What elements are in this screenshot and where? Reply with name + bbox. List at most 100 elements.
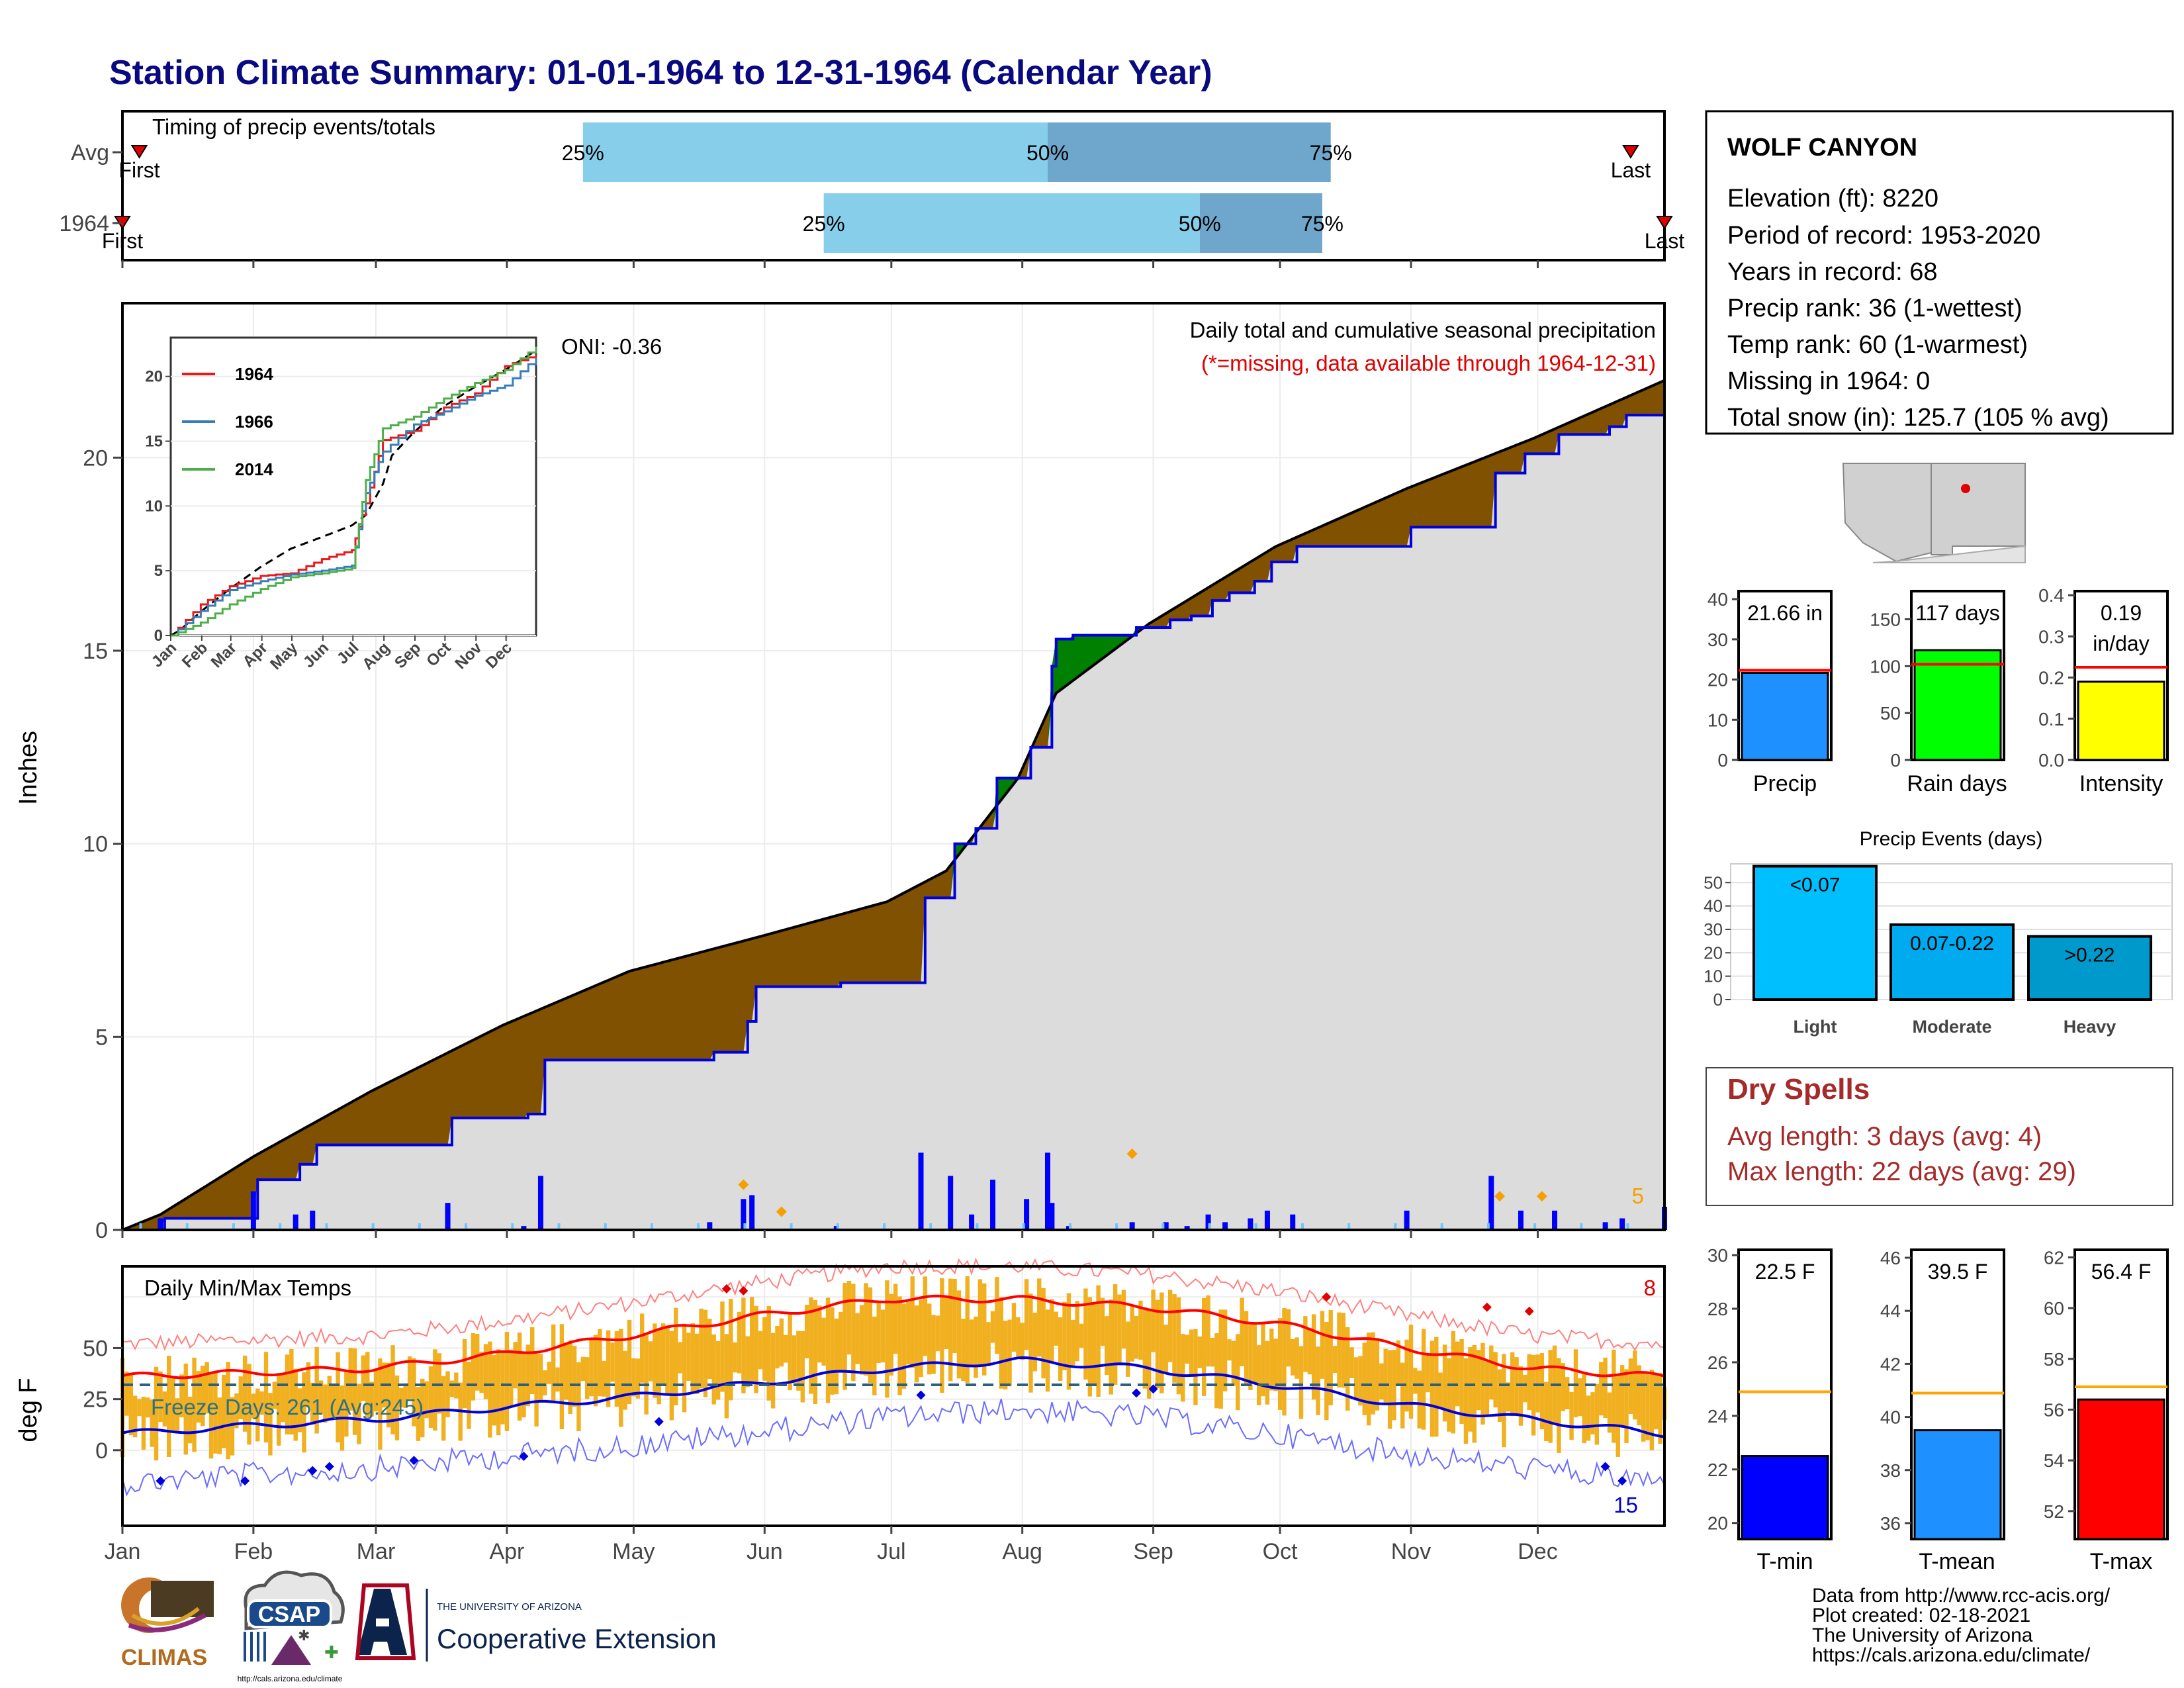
daily-temp-bar: [657, 1330, 661, 1405]
daily-temp-bar: [737, 1311, 742, 1374]
inset-series-line: [171, 346, 537, 637]
daily-temp-bar: [564, 1343, 569, 1400]
summary-y-tick-label: 100: [1870, 656, 1901, 677]
month-tick-label: Dec: [1518, 1539, 1557, 1564]
month-tick-label: Jun: [747, 1539, 783, 1564]
daily-temp-bar: [226, 1362, 230, 1460]
timing-p25-label: 25%: [803, 212, 845, 236]
daily-temp-bar: [648, 1341, 653, 1382]
raindays-bar-label: Rain days: [1907, 771, 2007, 796]
daily-temp-bar: [1328, 1310, 1333, 1405]
daily-precip-bar: [310, 1210, 316, 1230]
record-low-marker: [240, 1476, 250, 1486]
daily-temp-bar: [1291, 1338, 1295, 1376]
daily-temp-bar: [775, 1326, 780, 1369]
daily-temp-bar: [263, 1352, 269, 1443]
last-event-label: Last: [1645, 229, 1685, 253]
daily-temp-bar: [543, 1370, 547, 1395]
daily-temp-bar: [1138, 1300, 1143, 1360]
daily-temp-bar: [914, 1305, 919, 1383]
dry-spells-title: Dry Spells: [1727, 1073, 1870, 1105]
daily-temp-bar: [386, 1362, 391, 1428]
daily-temp-bar: [978, 1279, 983, 1367]
daily-temp-bar: [889, 1293, 894, 1376]
daily-temp-bar: [314, 1346, 319, 1434]
daily-temp-bar: [1417, 1370, 1422, 1429]
daily-temp-bar: [1236, 1334, 1240, 1411]
precip-y-tick-label: 15: [83, 639, 108, 664]
daily-temp-bar: [1539, 1353, 1545, 1430]
daily-snow-mark: [418, 1223, 421, 1229]
daily-temp-bar: [462, 1338, 467, 1409]
daily-temp-bar: [559, 1324, 565, 1430]
daily-snow-mark: [557, 1223, 561, 1229]
daily-snow-mark: [650, 1223, 653, 1229]
daily-temp-bar: [619, 1329, 623, 1427]
daily-temp-bar: [1282, 1307, 1287, 1416]
daily-snow-mark: [325, 1223, 328, 1229]
climas-logo: CLIMAS: [121, 1577, 214, 1670]
summary-y-tick-label: 0: [1717, 750, 1728, 771]
daily-temp-bar: [1307, 1327, 1312, 1375]
daily-temp-bar: [1218, 1309, 1223, 1409]
record-low-marker: [654, 1417, 664, 1427]
daily-temp-bar: [1430, 1340, 1435, 1437]
daily-temp-bar: [1007, 1319, 1012, 1387]
daily-snow-mark: [883, 1223, 886, 1229]
summary-y-tick-label: 54: [2044, 1450, 2064, 1471]
daily-temp-bar: [779, 1318, 784, 1367]
daily-temp-bar: [674, 1307, 678, 1405]
record-low-marker: [409, 1456, 419, 1466]
daily-temp-bar: [1071, 1319, 1075, 1366]
daily-temp-bar: [412, 1358, 416, 1427]
record-low-marker: [916, 1390, 926, 1400]
daily-temp-bar: [1295, 1337, 1299, 1379]
daily-temp-bar: [653, 1323, 657, 1398]
daily-temp-bar: [1109, 1299, 1113, 1395]
daily-temp-bar: [839, 1311, 843, 1373]
daily-temp-bar: [1172, 1294, 1177, 1383]
daily-temp-bar: [1032, 1312, 1038, 1372]
daily-temp-bar: [361, 1355, 366, 1401]
daily-precip-bar: [1129, 1222, 1135, 1230]
daily-temp-bar: [1252, 1324, 1257, 1384]
daily-temp-bar: [390, 1345, 395, 1434]
daily-temp-bar: [931, 1315, 936, 1374]
daily-temp-bar: [1451, 1331, 1456, 1434]
ua-big-text: Cooperative Extension: [437, 1623, 717, 1654]
daily-temp-bar: [906, 1301, 911, 1365]
average-max-line: [122, 1294, 1665, 1380]
daily-temp-bar: [1256, 1345, 1261, 1405]
daily-temp-bar: [1062, 1301, 1067, 1371]
daily-temp-bar: [183, 1363, 188, 1455]
daily-temp-bar: [758, 1331, 763, 1370]
daily-temp-bar: [1455, 1341, 1460, 1407]
daily-temp-bar: [944, 1295, 948, 1349]
daily-temp-bar: [919, 1299, 923, 1378]
daily-temp-bar: [804, 1305, 809, 1358]
daily-temp-bar: [318, 1380, 324, 1415]
summary-y-tick-label: 24: [1707, 1406, 1728, 1427]
daily-temp-bar: [762, 1317, 767, 1381]
daily-temp-bar: [551, 1324, 556, 1402]
daily-temp-bar: [995, 1277, 999, 1354]
daily-temp-bar: [538, 1354, 543, 1403]
timing-bar-25-50: [823, 193, 1200, 253]
daily-temp-bar: [192, 1357, 197, 1452]
record-high-marker: [721, 1284, 731, 1293]
daily-temp-bar: [1210, 1337, 1215, 1367]
record-high-marker: [1322, 1292, 1332, 1302]
daily-temp-bar: [1548, 1350, 1553, 1443]
last-event-label: Last: [1611, 158, 1651, 182]
average-cumulative-line: [122, 379, 1665, 1231]
daily-temp-bar: [281, 1375, 285, 1423]
daily-temp-bar: [1396, 1340, 1401, 1385]
daily-snow-mark: [976, 1223, 979, 1229]
month-tick-label: Sep: [1133, 1539, 1173, 1564]
summary-y-tick-label: 150: [1870, 610, 1901, 630]
daily-temp-bar: [927, 1303, 932, 1375]
daily-temp-bar: [1231, 1340, 1236, 1386]
daily-temp-bar: [694, 1333, 700, 1394]
temp-y-tick-label: 0: [95, 1438, 108, 1464]
daily-temp-bar: [373, 1370, 379, 1412]
